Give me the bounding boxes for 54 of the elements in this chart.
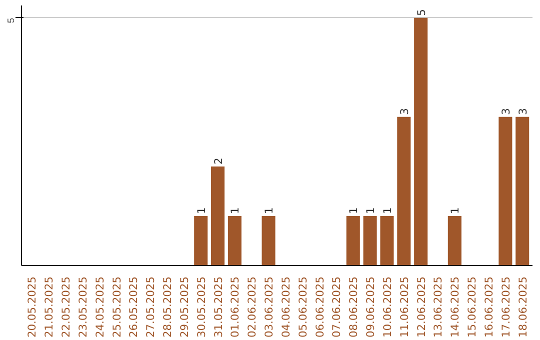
data-label: 3: [398, 108, 411, 115]
x-tick-label: 08.06.2025: [347, 276, 360, 338]
data-label: 1: [364, 207, 378, 214]
bar: [498, 116, 512, 266]
x-tick-label: 26.05.2025: [127, 276, 140, 338]
bar: [228, 216, 242, 266]
x-tick-label: 12.06.2025: [414, 276, 428, 338]
x-tick-label: 04.06.2025: [279, 276, 292, 338]
x-tick-label: 20.05.2025: [26, 276, 39, 338]
data-label: 3: [499, 108, 512, 115]
data-label: 1: [448, 207, 462, 214]
x-tick-label: 16.06.2025: [482, 276, 496, 338]
x-tick-label: 02.06.2025: [246, 276, 259, 338]
x-tick-label: 14.06.2025: [448, 276, 462, 338]
bar: [346, 216, 360, 266]
bar: [414, 18, 428, 266]
bar: [194, 216, 208, 266]
x-tick-label: 31.05.2025: [212, 276, 225, 338]
x-tick-label: 01.06.2025: [228, 276, 242, 338]
x-tick-label: 09.06.2025: [364, 276, 378, 338]
bar: [448, 216, 462, 266]
x-tick-label: 06.06.2025: [313, 276, 326, 338]
x-tick-label: 13.06.2025: [432, 276, 445, 338]
data-label: 5: [414, 9, 428, 16]
bar: [262, 216, 276, 266]
x-tick-label: 18.06.2025: [516, 276, 530, 338]
x-tick-label: 30.05.2025: [194, 276, 208, 338]
x-tick-label: 22.05.2025: [59, 276, 72, 338]
x-tick-label: 21.05.2025: [42, 276, 56, 338]
x-tick-label: 11.06.2025: [398, 276, 411, 338]
x-tick-label: 25.05.2025: [110, 276, 124, 338]
x-tick-label: 28.05.2025: [161, 276, 174, 338]
bar: [380, 216, 394, 266]
bar: [211, 166, 225, 266]
x-tick-label: 17.06.2025: [499, 276, 512, 338]
x-tick-label: 15.06.2025: [466, 276, 479, 338]
bar: [397, 116, 411, 266]
x-tick-label: 23.05.2025: [76, 276, 90, 338]
bar: [363, 216, 377, 266]
data-label: 1: [262, 207, 276, 214]
data-label: 3: [516, 108, 530, 115]
x-tick-label: 24.05.2025: [93, 276, 106, 338]
x-tick-label: 03.06.2025: [262, 276, 276, 338]
data-label: 1: [228, 207, 242, 214]
data-label: 1: [347, 207, 360, 214]
x-tick-label: 10.06.2025: [380, 276, 394, 338]
bar: [516, 116, 530, 266]
data-label: 1: [194, 207, 208, 214]
x-tick-label: 07.06.2025: [330, 276, 344, 338]
data-label: 2: [212, 158, 225, 164]
x-tick-label: 27.05.2025: [144, 276, 158, 338]
x-tick-label: 29.05.2025: [178, 276, 191, 338]
data-label: 1: [380, 207, 394, 214]
x-tick-label: 05.06.2025: [296, 276, 310, 338]
